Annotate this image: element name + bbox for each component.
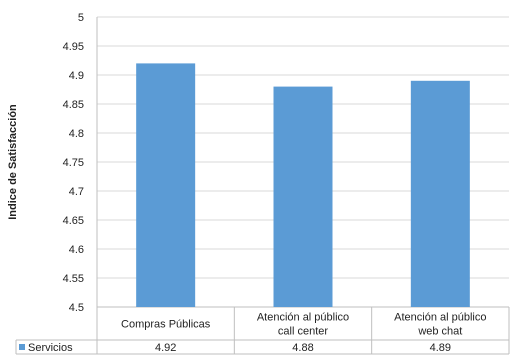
y-tick-label: 4.6 bbox=[69, 244, 84, 256]
y-axis-label: Indice de Satisfacción bbox=[7, 104, 19, 220]
data-table: Compras Públicas Atención al público call … bbox=[15, 307, 510, 355]
data-label: 4.88 bbox=[292, 342, 313, 354]
y-tick-label: 4.75 bbox=[63, 157, 84, 169]
category-label: Compras Públicas bbox=[121, 319, 211, 331]
legend-swatch bbox=[19, 344, 25, 350]
bars bbox=[136, 63, 470, 308]
category-label: Atención al público call center bbox=[257, 312, 349, 338]
y-tick-label: 4.9 bbox=[69, 70, 84, 82]
data-label: 4.92 bbox=[155, 342, 176, 354]
data-label: 4.89 bbox=[430, 342, 451, 354]
y-tick-label: 4.55 bbox=[63, 273, 84, 285]
y-tick-label: 4.8 bbox=[69, 128, 84, 140]
bar bbox=[410, 80, 470, 307]
y-tick-label: 4.65 bbox=[63, 215, 84, 227]
y-tick-label: 5 bbox=[78, 12, 84, 24]
bar bbox=[273, 86, 333, 307]
legend-label: Servicios bbox=[28, 342, 73, 354]
y-tick-labels: 4.5 4.55 4.6 4.65 4.7 4.75 4.8 4.85 4.9 4.95 5 bbox=[63, 12, 84, 314]
y-tick-label: 4.7 bbox=[69, 186, 84, 198]
y-tick-label: 4.85 bbox=[63, 99, 84, 111]
category-label: Atención al público web chat bbox=[394, 312, 486, 338]
y-tick-label: 4.5 bbox=[69, 302, 84, 314]
y-tick-label: 4.95 bbox=[63, 41, 84, 53]
bar bbox=[136, 63, 196, 308]
